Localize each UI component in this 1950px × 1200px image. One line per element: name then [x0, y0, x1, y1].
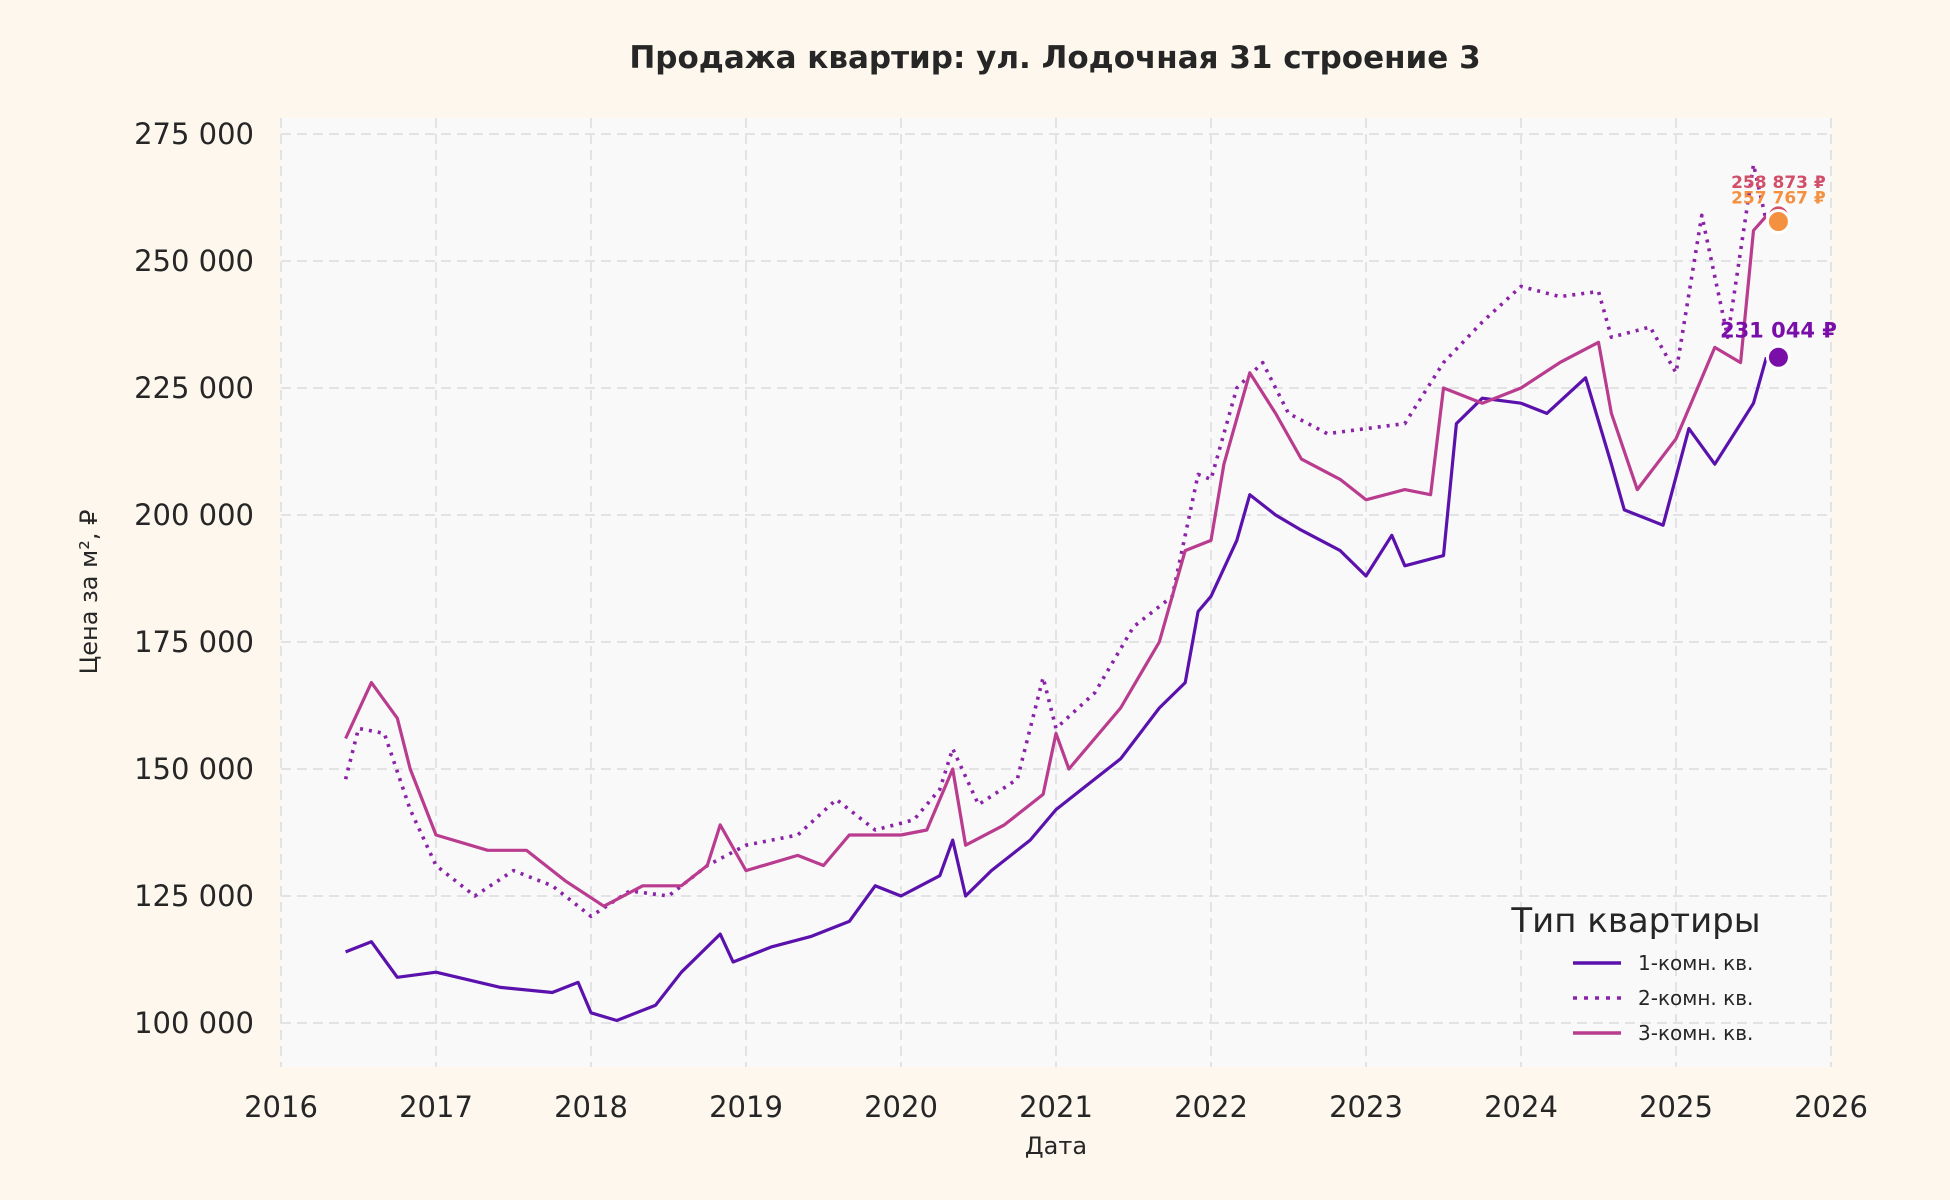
x-tick-label: 2019 — [709, 1090, 783, 1124]
x-axis: 2016 2017 2018 2019 2020 2021 2022 2023 2024 2025… — [244, 1090, 1868, 1124]
y-tick-label: 150 000 — [134, 752, 254, 786]
y-tick-label: 200 000 — [134, 498, 254, 532]
end-value-label: 257 767 ₽ — [1731, 189, 1826, 209]
x-tick-label: 2018 — [554, 1090, 628, 1124]
annotations: 258 873 ₽257 767 ₽ 231 044 ₽ — [1720, 173, 1837, 370]
end-value-label: 231 044 ₽ — [1720, 318, 1837, 342]
y-tick-label: 275 000 — [134, 117, 254, 151]
x-tick-label: 2025 — [1639, 1090, 1713, 1124]
x-axis-label: Дата — [1025, 1132, 1087, 1160]
chart-title: Продажа квартир: ул. Лодочная 31 строени… — [629, 40, 1480, 76]
end-marker — [1765, 344, 1791, 370]
x-tick-label: 2024 — [1484, 1090, 1558, 1124]
x-tick-label: 2016 — [244, 1090, 318, 1124]
x-tick-label: 2026 — [1794, 1090, 1868, 1124]
y-axis: 100 000 125 000 150 000 175 000 200 000 225 0… — [134, 117, 254, 1040]
legend-title: Тип квартиры — [1510, 901, 1760, 941]
grid — [280, 118, 1832, 1067]
x-tick-label: 2021 — [1019, 1090, 1093, 1124]
end-marker — [1765, 209, 1791, 235]
legend-label-2: 2-комн. кв. — [1638, 986, 1753, 1010]
series-line-3 — [344, 214, 1768, 908]
y-tick-label: 225 000 — [134, 371, 254, 405]
y-tick-label: 175 000 — [134, 625, 254, 659]
legend-label-1: 1-комн. кв. — [1638, 951, 1753, 975]
series-line-1 — [345, 356, 1768, 1023]
x-tick-label: 2020 — [864, 1090, 938, 1124]
x-tick-label: 2023 — [1329, 1090, 1403, 1124]
x-tick-label: 2022 — [1174, 1090, 1248, 1124]
series-line-2 — [343, 162, 1769, 919]
end-value-label: 258 873 ₽ — [1731, 173, 1826, 193]
y-tick-label: 100 000 — [134, 1006, 254, 1040]
y-tick-label: 250 000 — [134, 244, 254, 278]
series-lines — [343, 162, 1769, 1023]
y-tick-label: 125 000 — [134, 879, 254, 913]
y-axis-label: Цена за м², ₽ — [75, 510, 103, 675]
legend-label-3: 3-комн. кв. — [1638, 1021, 1753, 1045]
x-tick-label: 2017 — [399, 1090, 473, 1124]
legend: Тип квартиры 1-комн. кв. 2-комн. кв. 3-ком… — [1510, 901, 1760, 1045]
